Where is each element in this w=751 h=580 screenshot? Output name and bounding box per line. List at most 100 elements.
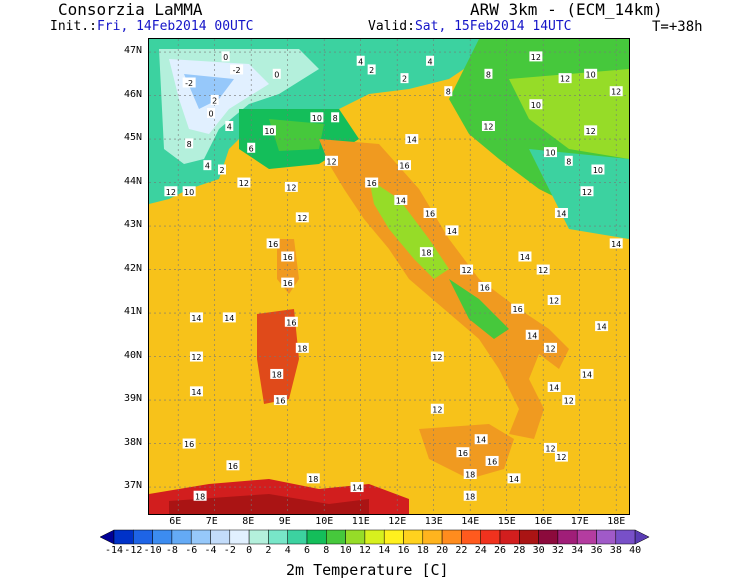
svg-text:18: 18: [465, 492, 475, 501]
svg-text:18: 18: [421, 249, 431, 258]
svg-text:10: 10: [545, 149, 555, 158]
temperature-value-label: 14: [474, 434, 488, 445]
svg-text:16: 16: [458, 449, 468, 458]
colorbar-tick-label: 40: [629, 545, 642, 556]
colorbar-swatch: [229, 529, 250, 545]
temperature-value-label: 2: [210, 94, 219, 105]
colorbar-tick-label: 22: [455, 545, 468, 556]
colorbar-tick-label: 10: [339, 545, 352, 556]
colorbar-tick-label: 26: [494, 545, 507, 556]
temperature-value-label: 2: [218, 164, 226, 175]
temperature-value-label: 14: [222, 312, 236, 323]
svg-text:12: 12: [432, 405, 442, 414]
colorbar-tick-label: 12: [358, 545, 371, 556]
temperature-value-label: 12: [580, 186, 594, 197]
init-value: Fri, 14Feb2014 00UTC: [96, 19, 254, 34]
temperature-value-label: 12: [544, 442, 557, 453]
latitude-tick-label: 39N: [124, 393, 143, 405]
temperature-value-label: 12: [237, 177, 251, 188]
svg-text:12: 12: [556, 453, 566, 462]
latitude-tick-label: 43N: [124, 219, 143, 231]
colorbar-swatch: [461, 529, 481, 545]
temperature-value-label: 12: [554, 451, 568, 462]
temperature-value-label: 18: [270, 368, 284, 379]
temperature-value-label: -2: [182, 77, 196, 88]
temperature-value-label: 16: [365, 177, 379, 188]
colorbar-swatch: [248, 529, 269, 545]
colorbar-swatch: [190, 529, 211, 545]
svg-text:2: 2: [219, 166, 224, 175]
temperature-value-label: 12: [430, 403, 444, 414]
latitude-tick-label: 44N: [124, 175, 143, 187]
svg-text:14: 14: [352, 484, 362, 493]
temperature-value-label: 8: [185, 138, 194, 149]
colorbar-swatch: [499, 529, 520, 545]
southern-apennines: [449, 279, 509, 339]
colorbar-swatch: [383, 529, 404, 545]
svg-text:18: 18: [297, 344, 307, 353]
svg-text:16: 16: [513, 305, 523, 314]
temperature-value-label: 14: [394, 194, 408, 205]
init-prefix: Init.:: [50, 19, 97, 34]
temperature-value-label: 12: [325, 155, 338, 166]
colorbar-swatch: [422, 529, 443, 545]
temperature-value-label: 12: [547, 295, 561, 306]
temperature-value-label: 12: [529, 51, 543, 62]
svg-text:0: 0: [274, 70, 279, 79]
valid-time: Valid:Sat, 15Feb2014 14UTC: [368, 19, 572, 34]
temperature-value-label: 16: [456, 447, 470, 458]
svg-text:8: 8: [333, 114, 338, 123]
temperature-value-label: 18: [295, 342, 309, 353]
longitude-tick-label: 10E: [315, 516, 334, 527]
temperature-value-label: 16: [485, 455, 499, 466]
svg-text:10: 10: [312, 114, 322, 123]
svg-text:-2: -2: [185, 79, 193, 88]
colorbar-tick-label: -14: [105, 545, 124, 556]
svg-text:0: 0: [209, 109, 214, 118]
colorbar-tick-label: 30: [532, 545, 545, 556]
svg-text:12: 12: [297, 214, 307, 223]
svg-text:2: 2: [212, 96, 217, 105]
longitude-tick-label: 14E: [461, 516, 480, 527]
temperature-value-label: 12: [295, 212, 309, 223]
temperature-map: 0 -2 0 -2 2 0 4 10 10 8 6 8 4 2 12 10 12 2 4 2 4 8 8 12 12 10 12 12…: [148, 38, 630, 515]
latitude-tick-label: 42N: [124, 262, 143, 274]
svg-text:14: 14: [582, 370, 592, 379]
temperature-value-label: 16: [226, 460, 240, 471]
svg-text:14: 14: [476, 436, 486, 445]
colorbar-swatch: [268, 529, 288, 545]
temperature-value-label: -2: [230, 64, 244, 75]
svg-text:16: 16: [184, 440, 194, 449]
latitude-tick-label: 40N: [124, 349, 143, 361]
colorbar-tick-label: 28: [513, 545, 526, 556]
svg-text:12: 12: [538, 266, 548, 275]
temperature-value-label: 16: [281, 277, 295, 288]
temperature-value-label: 2: [367, 64, 376, 75]
temperature-value-label: 18: [463, 490, 477, 501]
temperature-value-label: 10: [591, 164, 605, 175]
temperature-value-label: 16: [284, 316, 298, 327]
svg-text:2: 2: [402, 75, 407, 84]
model-source-title: Consorzia LaMMA: [58, 0, 203, 19]
svg-text:4: 4: [358, 57, 363, 66]
svg-text:8: 8: [486, 70, 491, 79]
latitude-tick-label: 46N: [124, 88, 143, 100]
colorbar-tick-label: -8: [165, 545, 178, 556]
temperature-value-label: 10: [262, 125, 276, 136]
colorbar-tick-label: 32: [551, 545, 564, 556]
temperature-value-label: 14: [547, 382, 561, 393]
colorbar-swatch: [133, 529, 153, 545]
colorbar-swatch: [403, 529, 424, 545]
temperature-value-label: 14: [525, 329, 539, 340]
colorbar-swatch: [210, 529, 231, 545]
svg-text:14: 14: [407, 136, 417, 145]
longitude-tick-label: 16E: [534, 516, 553, 527]
colorbar-swatch: [306, 529, 327, 545]
forecast-step: T=+38h: [652, 19, 703, 35]
colorbar-tick-label: 6: [304, 545, 311, 556]
svg-text:14: 14: [611, 240, 621, 249]
svg-text:16: 16: [480, 283, 490, 292]
graticule: [149, 39, 629, 514]
temperature-value-label: 10: [544, 147, 557, 158]
svg-text:12: 12: [432, 353, 442, 362]
